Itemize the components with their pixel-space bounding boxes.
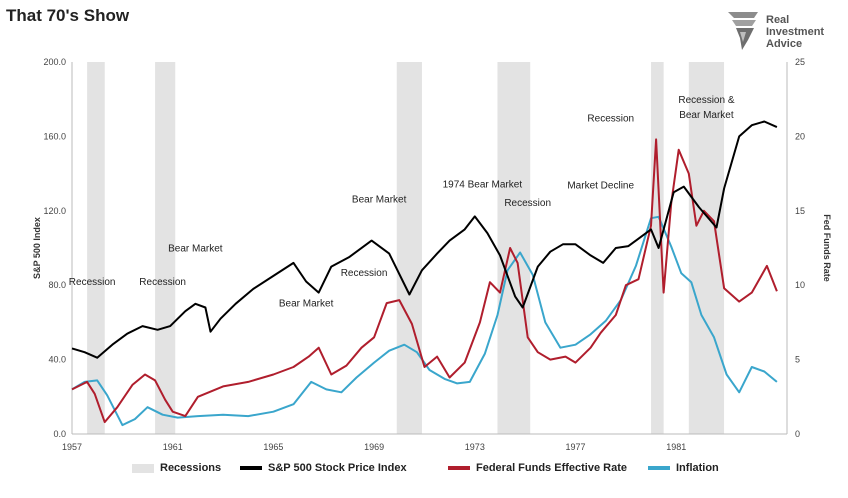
legend-swatch xyxy=(240,466,262,470)
recession-band xyxy=(497,62,531,434)
annotation-label: Recession xyxy=(504,198,551,209)
logo-line: Investment xyxy=(766,26,825,38)
y-left-tick-label: 120.0 xyxy=(43,206,66,216)
right-axis-title: Fed Funds Rate xyxy=(822,214,832,282)
annotation-label: Recession xyxy=(139,277,186,288)
x-tick-label: 1957 xyxy=(62,442,82,452)
tick-labels: 1957 1961 1965 1969 1973 1977 1981 0.0 40.0 80.0 1… xyxy=(43,57,805,452)
annotation-label: Market Decline xyxy=(567,180,634,191)
y-right-tick-label: 0 xyxy=(795,429,800,439)
x-tick-label: 1965 xyxy=(263,442,283,452)
sp500-line xyxy=(71,120,778,359)
chart-title: That 70's Show xyxy=(6,6,130,25)
y-left-tick-label: 200.0 xyxy=(43,57,66,67)
x-tick-label: 1977 xyxy=(566,442,586,452)
chart-axes xyxy=(71,62,788,435)
legend-item-recessions: Recessions xyxy=(132,462,221,474)
legend-label: Federal Funds Effective Rate xyxy=(476,462,627,474)
y-left-tick-label: 40.0 xyxy=(48,355,66,365)
y-left-tick-label: 80.0 xyxy=(48,280,66,290)
y-right-tick-label: 20 xyxy=(795,131,805,141)
legend-swatch xyxy=(448,466,470,470)
recession-band xyxy=(396,62,422,434)
legend-label: S&P 500 Stock Price Index xyxy=(268,462,407,474)
legend-label: Recessions xyxy=(160,462,222,474)
logo-line: Real xyxy=(766,14,790,26)
x-tick-label: 1961 xyxy=(163,442,183,452)
eagle-logo-icon xyxy=(728,12,758,50)
x-tick-label: 1969 xyxy=(364,442,384,452)
annotation-label: Recession xyxy=(587,114,634,125)
chart-plot: 1957 1961 1965 1969 1973 1977 1981 0.0 40.0 80.0 1… xyxy=(32,57,832,452)
annotations: Recession Recession Bear Market Bear Market… xyxy=(69,95,735,310)
annotation-label: Bear Market xyxy=(279,299,334,310)
x-tick-label: 1981 xyxy=(666,442,686,452)
annotation-label: Recession xyxy=(341,268,388,279)
inflation-line xyxy=(71,215,778,427)
legend-swatch xyxy=(648,466,670,470)
left-axis-title: S&P 500 Index xyxy=(32,217,42,279)
data-series xyxy=(71,120,778,427)
logo: Real Investment Advice xyxy=(726,8,836,58)
annotation-label: Recession & xyxy=(678,95,734,106)
annotation-label: Bear Market xyxy=(352,194,407,205)
annotation-label: Bear Market xyxy=(679,110,734,121)
y-right-tick-label: 25 xyxy=(795,57,805,67)
logo-line: Advice xyxy=(766,38,803,50)
chart-legend: Recessions S&P 500 Stock Price Index Fed… xyxy=(0,462,848,480)
annotation-label: 1974 Bear Market xyxy=(443,180,523,191)
annotation-label: Bear Market xyxy=(168,244,223,255)
y-right-tick-label: 5 xyxy=(795,355,800,365)
legend-item-fedfunds: Federal Funds Effective Rate xyxy=(448,462,627,474)
x-tick-label: 1973 xyxy=(465,442,485,452)
y-left-tick-label: 0.0 xyxy=(53,429,66,439)
legend-label: Inflation xyxy=(676,462,719,474)
y-right-tick-label: 10 xyxy=(795,280,805,290)
legend-swatch xyxy=(132,463,154,473)
legend-item-inflation: Inflation xyxy=(648,462,719,474)
recession-band xyxy=(87,62,105,434)
annotation-label: Recession xyxy=(69,277,116,288)
recession-band xyxy=(155,62,176,434)
legend-item-sp500: S&P 500 Stock Price Index xyxy=(240,462,407,474)
y-left-tick-label: 160.0 xyxy=(43,131,66,141)
logo-text: Real Investment Advice xyxy=(766,14,824,50)
fedfunds-line xyxy=(71,138,778,424)
y-right-tick-label: 15 xyxy=(795,206,805,216)
